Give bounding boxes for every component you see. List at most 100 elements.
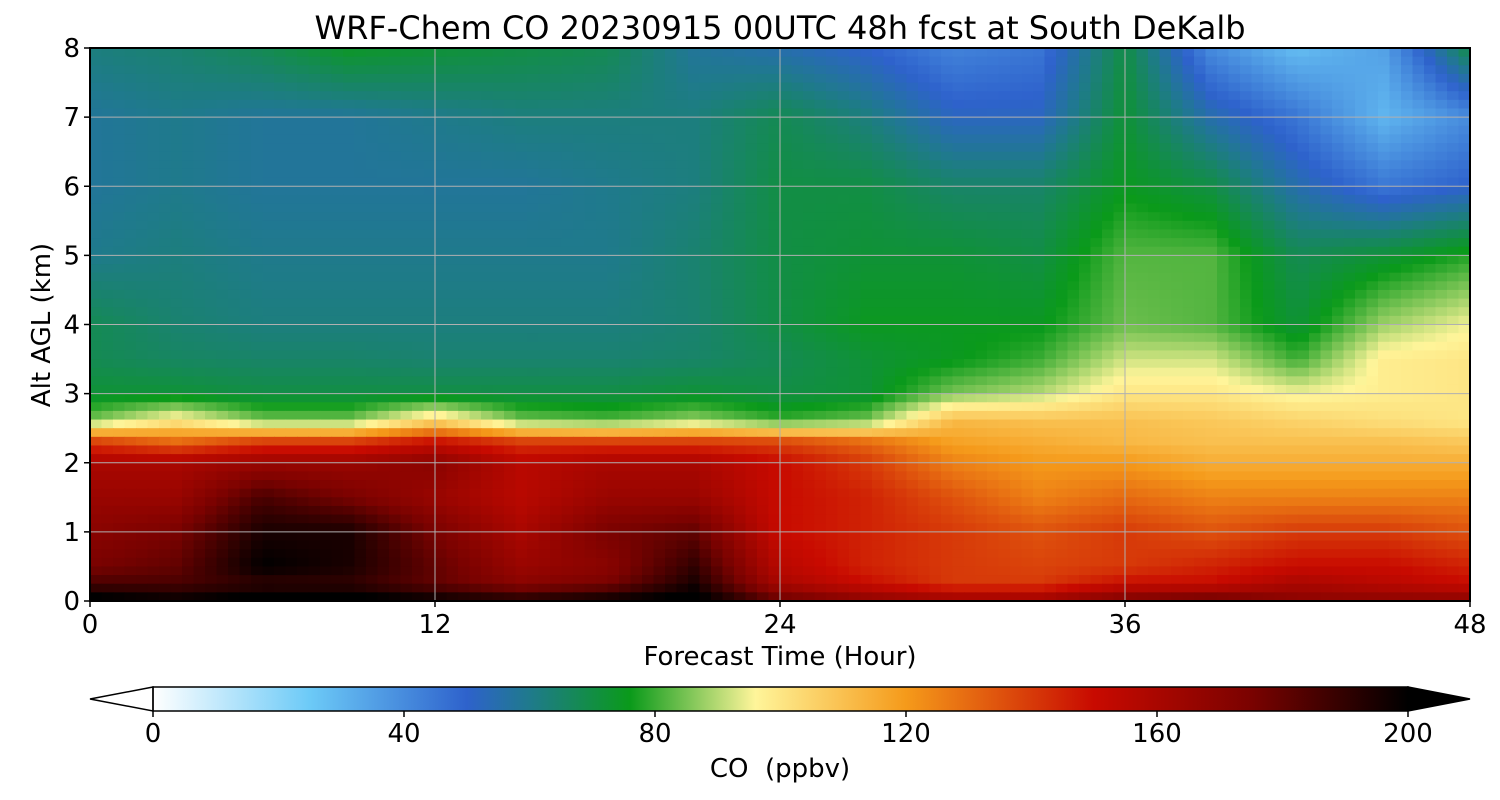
heatmap-cell	[814, 359, 827, 369]
heatmap-cell	[1424, 376, 1437, 386]
heatmap-cell	[1286, 246, 1299, 256]
heatmap-cell	[745, 73, 758, 84]
heatmap-cell	[458, 359, 471, 369]
heatmap-cell	[170, 177, 183, 187]
heatmap-cell	[998, 125, 1011, 136]
heatmap-cell	[331, 376, 344, 386]
heatmap-cell	[837, 168, 850, 179]
heatmap-cell	[722, 272, 735, 282]
heatmap-cell	[757, 367, 770, 377]
heatmap-cell	[1447, 151, 1460, 161]
heatmap-cell	[274, 359, 287, 369]
heatmap-cell	[251, 402, 264, 412]
heatmap-cell	[872, 315, 885, 326]
heatmap-cell	[90, 255, 103, 265]
heatmap-cell	[837, 281, 850, 291]
heatmap-cell	[895, 324, 908, 334]
heatmap-cell	[1274, 229, 1287, 239]
heatmap-cell	[1033, 359, 1046, 369]
heatmap-cell	[895, 134, 908, 144]
heatmap-cell	[952, 212, 965, 222]
heatmap-cell	[561, 125, 574, 136]
heatmap-cell	[147, 220, 160, 231]
heatmap-cell	[377, 333, 390, 343]
heatmap-cell	[665, 117, 678, 127]
heatmap-cell	[1113, 168, 1126, 179]
heatmap-cell	[883, 315, 896, 326]
heatmap-cell	[780, 367, 793, 377]
heatmap-cell	[1056, 289, 1069, 300]
heatmap-cell	[170, 220, 183, 231]
heatmap-cell	[1090, 65, 1103, 75]
heatmap-cell	[159, 393, 172, 403]
heatmap-cell	[619, 272, 632, 282]
heatmap-cell	[860, 229, 873, 239]
heatmap-cell	[1228, 108, 1241, 118]
heatmap-cell	[987, 91, 1000, 101]
heatmap-cell	[1194, 281, 1207, 291]
heatmap-cell	[699, 341, 712, 352]
heatmap-cell	[205, 117, 218, 127]
heatmap-cell	[619, 281, 632, 291]
heatmap-cell	[941, 99, 954, 110]
heatmap-cell	[1148, 289, 1161, 300]
heatmap-cell	[584, 134, 597, 144]
heatmap-cell	[780, 393, 793, 403]
heatmap-cell	[101, 65, 114, 75]
heatmap-cell	[1240, 264, 1253, 274]
heatmap-cell	[1010, 99, 1023, 110]
heatmap-cell	[320, 91, 333, 101]
heatmap-cell	[1389, 393, 1402, 403]
heatmap-cell	[768, 264, 781, 274]
heatmap-cell	[1263, 350, 1276, 360]
heatmap-cell	[1401, 324, 1414, 334]
heatmap-cell	[688, 324, 701, 334]
heatmap-cell	[1113, 65, 1126, 75]
heatmap-cell	[1343, 307, 1356, 317]
heatmap-cell	[791, 82, 804, 92]
heatmap-cell	[469, 246, 482, 256]
heatmap-cell	[124, 99, 137, 110]
heatmap-cell	[320, 186, 333, 196]
heatmap-cell	[688, 376, 701, 386]
heatmap-cell	[400, 82, 413, 92]
heatmap-cell	[113, 229, 126, 239]
heatmap-cell	[780, 125, 793, 136]
heatmap-cell	[1067, 384, 1080, 395]
heatmap-cell	[469, 194, 482, 205]
heatmap-cell	[1079, 65, 1092, 75]
heatmap-cell	[1125, 264, 1138, 274]
heatmap-cell	[101, 212, 114, 222]
heatmap-cell	[952, 367, 965, 377]
heatmap-cell	[550, 350, 563, 360]
heatmap-cell	[998, 203, 1011, 213]
heatmap-cell	[136, 238, 149, 248]
heatmap-cell	[251, 238, 264, 248]
heatmap-cell	[757, 82, 770, 92]
heatmap-cell	[1297, 393, 1310, 403]
heatmap-cell	[435, 143, 448, 153]
heatmap-cell	[584, 402, 597, 412]
heatmap-cell	[1458, 151, 1470, 161]
heatmap-cell	[837, 315, 850, 326]
heatmap-cell	[262, 117, 275, 127]
heatmap-cell	[814, 82, 827, 92]
heatmap-cell	[1079, 281, 1092, 291]
heatmap-cell	[205, 393, 218, 403]
heatmap-cell	[872, 160, 885, 170]
heatmap-cell	[354, 402, 367, 412]
heatmap-cell	[1171, 143, 1184, 153]
heatmap-cell	[768, 168, 781, 179]
heatmap-cell	[929, 125, 942, 136]
heatmap-cell	[492, 402, 505, 412]
heatmap-cell	[446, 91, 459, 101]
heatmap-cell	[1148, 264, 1161, 274]
heatmap-cell	[1240, 186, 1253, 196]
heatmap-cell	[734, 402, 747, 412]
heatmap-cell	[1355, 220, 1368, 231]
heatmap-cell	[389, 272, 402, 282]
heatmap-cell	[860, 151, 873, 161]
heatmap-cell	[193, 117, 206, 127]
heatmap-cell	[642, 160, 655, 170]
heatmap-cell	[216, 168, 229, 179]
